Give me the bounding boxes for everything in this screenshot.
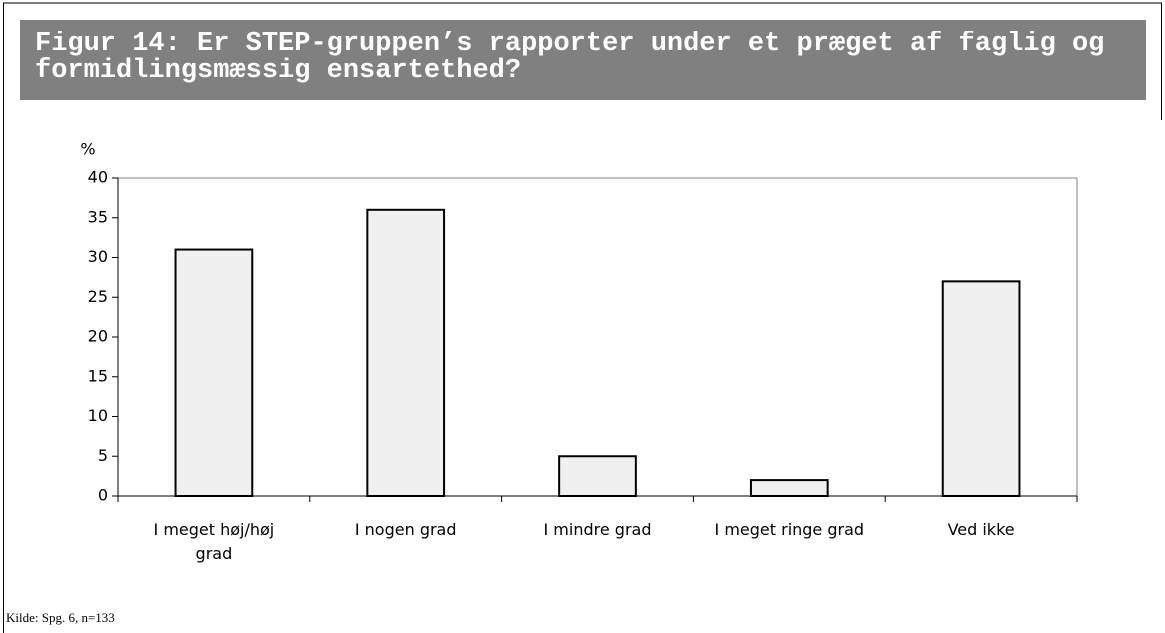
- bar: [749, 479, 829, 498]
- title-bar: [20, 20, 1146, 100]
- bar: [366, 208, 446, 498]
- source: Kilde: Spg. 6, n=133: [6, 610, 115, 625]
- y-axis-label: %: [80, 140, 95, 159]
- y-tick-label: 40: [88, 168, 108, 187]
- x-tick-label-box: I nogen grad: [354, 520, 457, 539]
- y-tick-label: 0: [98, 486, 108, 505]
- bar: [558, 455, 637, 497]
- y-tick-label: 25: [88, 287, 108, 306]
- x-tick-label: I meget ringe grad: [714, 520, 865, 539]
- y-tick-label: 35: [88, 207, 108, 226]
- x-tick-label: I meget høj/høj grad: [153, 520, 275, 563]
- y-tick-label: 20: [88, 327, 108, 346]
- x-tick-label: Ved ikke: [947, 520, 1015, 539]
- x-tick-label: I nogen grad: [354, 520, 457, 539]
- chart-title: Figur 14: Er STEP-gruppen’s rapporter un…: [35, 31, 1105, 86]
- x-tick-label-box: Ved ikke: [947, 520, 1015, 539]
- bar: [174, 248, 254, 497]
- y-tick-label: 15: [88, 366, 108, 385]
- title-box: Figur 14: Er STEP-gruppen’s rapporter un…: [35, 31, 1105, 86]
- x-tick-label-box: I meget ringe grad: [714, 520, 865, 539]
- y-tick-label: 30: [88, 247, 108, 266]
- y-tick-label: 10: [88, 406, 108, 425]
- source-box: Kilde: Spg. 6, n=133: [6, 610, 115, 625]
- x-tick-label: I mindre grad: [543, 520, 652, 539]
- x-tick-label-box: I meget høj/høj grad: [153, 520, 275, 563]
- x-tick-label-box: I mindre grad: [543, 520, 652, 539]
- y-tick-label: 5: [98, 446, 108, 465]
- bar: [941, 280, 1021, 497]
